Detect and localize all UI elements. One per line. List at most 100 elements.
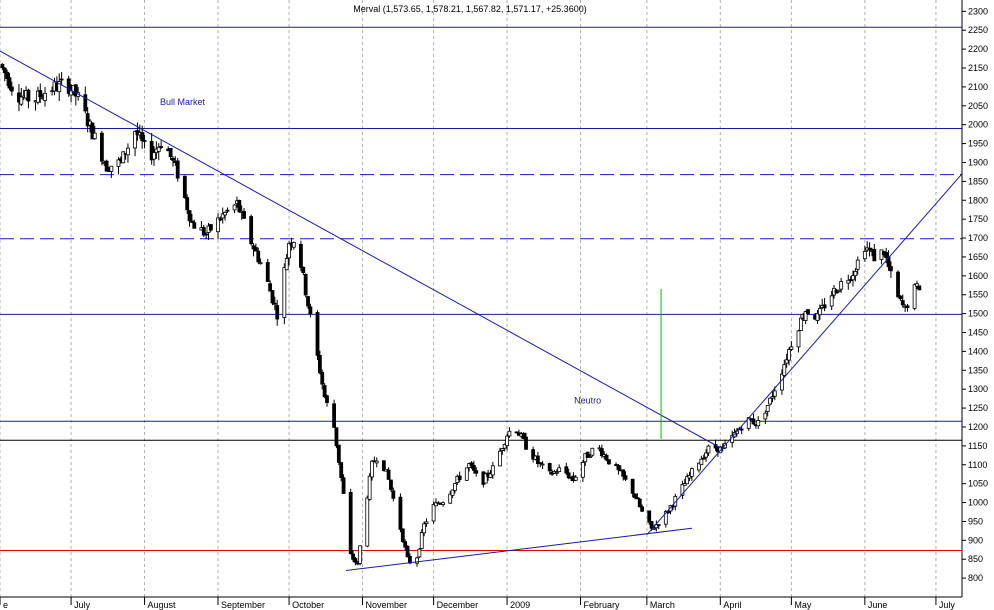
candle-body — [633, 493, 637, 498]
candle-body — [604, 454, 609, 461]
candle-body — [803, 311, 808, 321]
y-tick-label: 1300 — [968, 384, 988, 394]
candle-body — [208, 224, 213, 231]
candle-body — [915, 283, 919, 287]
candle-body — [770, 396, 775, 399]
candle-body — [524, 436, 528, 450]
candle-body — [872, 248, 877, 262]
candle-body — [201, 227, 206, 236]
candle-body — [104, 160, 109, 172]
candle-body — [789, 346, 794, 350]
candle-body — [839, 281, 844, 290]
candle-body — [464, 467, 469, 481]
candle-body — [483, 473, 488, 484]
y-tick-label: 2250 — [968, 25, 988, 35]
candle-body — [216, 217, 220, 233]
candle-body — [85, 113, 90, 127]
candle-body — [607, 459, 611, 465]
x-tick-label: October — [292, 600, 324, 610]
candle-body — [424, 521, 429, 525]
candle-body — [19, 96, 24, 105]
candle-body — [192, 222, 197, 229]
candle-body — [756, 420, 761, 427]
candle-body — [469, 462, 474, 466]
y-tick-label: 1850 — [968, 176, 988, 186]
candle-body — [398, 496, 403, 530]
candle-body — [159, 146, 164, 148]
candle-body — [765, 405, 770, 412]
candle-body — [204, 233, 209, 236]
candle-body — [0, 63, 5, 69]
candle-body — [815, 313, 820, 321]
candle-body — [99, 132, 104, 162]
candle-body — [640, 506, 645, 512]
x-tick-label: December — [437, 600, 479, 610]
x-tick-label: March — [650, 600, 675, 610]
candle-body — [370, 460, 374, 478]
candle-body — [474, 470, 479, 474]
candle-body — [336, 444, 341, 463]
candle-body — [109, 165, 114, 172]
y-tick-label: 2150 — [968, 63, 988, 73]
candle-body — [7, 77, 12, 89]
candle-body — [912, 284, 917, 309]
candle-body — [450, 489, 455, 496]
candle-body — [367, 475, 372, 500]
candle-body — [867, 247, 872, 250]
x-tick-label: July — [939, 600, 956, 610]
candle-body — [43, 92, 47, 101]
candle-body — [884, 252, 889, 259]
candle-body — [83, 94, 88, 112]
candle-body — [422, 523, 427, 534]
candle-body — [701, 457, 706, 460]
candle-body — [353, 558, 358, 563]
candle-body — [315, 312, 320, 356]
candle-body — [905, 305, 910, 308]
candle-body — [900, 300, 905, 306]
candle-body — [564, 466, 569, 474]
y-tick-label: 1700 — [968, 233, 988, 243]
candle-body — [272, 302, 277, 305]
candle-body — [647, 510, 652, 523]
candle-body — [185, 197, 190, 211]
candle-body — [763, 412, 768, 420]
trend-lines — [0, 50, 963, 572]
candle-body — [588, 456, 592, 458]
candle-body — [2, 67, 7, 74]
candle-body — [242, 211, 246, 219]
x-tick-label: April — [723, 600, 741, 610]
candle-body — [505, 435, 509, 447]
candle-body — [325, 395, 329, 403]
y-tick-label: 2000 — [968, 120, 988, 130]
y-tick-label: 1400 — [968, 346, 988, 356]
candle-body — [403, 541, 408, 548]
candle-body — [554, 471, 559, 474]
y-tick-label: 2200 — [968, 44, 988, 54]
candle-body — [531, 449, 536, 460]
candle-body — [685, 476, 690, 485]
candle-body — [182, 175, 187, 198]
candle-body — [69, 90, 73, 96]
y-tick-label: 1050 — [968, 479, 988, 489]
candle-body — [580, 462, 585, 478]
y-tick-label: 1200 — [968, 422, 988, 432]
candle-body — [220, 213, 225, 219]
candle-body — [301, 266, 306, 273]
candle-body — [557, 467, 562, 472]
candle-body — [365, 497, 370, 547]
y-tick-label: 1150 — [968, 441, 987, 451]
candle-body — [453, 483, 457, 491]
trend-line — [0, 50, 721, 449]
chart-title: Merval (1,573.65, 1,578.21, 1,567.82, 1,… — [353, 4, 586, 14]
candle-body — [268, 283, 273, 292]
candle-body — [630, 478, 635, 494]
candle-body — [514, 431, 519, 434]
candle-body — [400, 528, 405, 543]
candle-body — [121, 151, 126, 164]
x-tick-label: June — [868, 600, 888, 610]
candle-body — [635, 497, 640, 500]
candle-body — [175, 160, 180, 179]
candle-body — [917, 285, 922, 291]
candle-body — [391, 490, 396, 499]
